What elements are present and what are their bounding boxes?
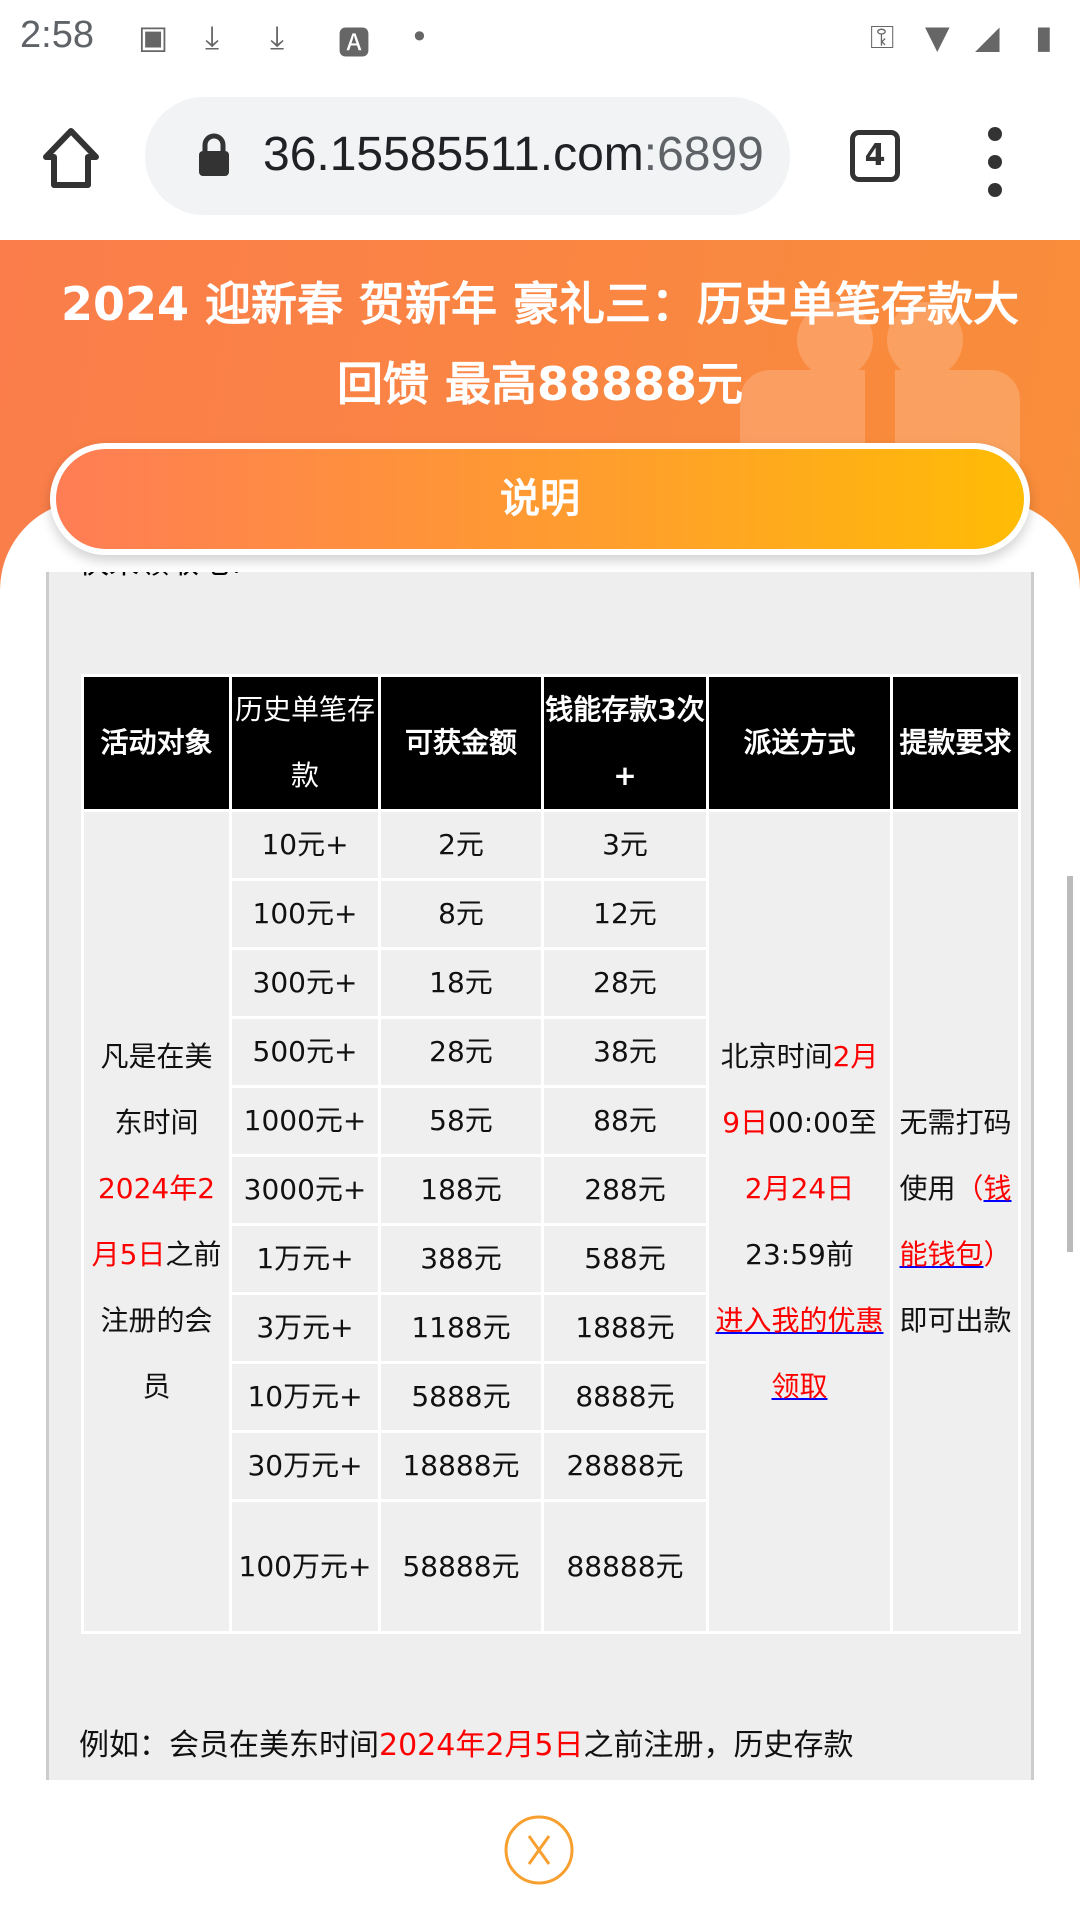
promo-title: 2024 迎新春 贺新年 豪礼三：历史单笔存款大回馈 最高88888元	[40, 264, 1040, 424]
cell-text: 北京时间	[721, 1040, 833, 1073]
download-icon: ⤓	[270, 18, 284, 57]
table-cell: 18元	[381, 950, 541, 1016]
description-button[interactable]: 说明	[50, 443, 1030, 555]
target-cell: 凡是在美东时间2024年2月5日之前注册的会员	[84, 812, 229, 1631]
table-cell: 8888元	[544, 1364, 706, 1430]
table-cell: 10万元+	[232, 1364, 378, 1430]
example-text: 例如：会员在美东时间2024年2月5日之前注册，历史存款	[79, 1720, 854, 1764]
table-cell: 3万元+	[232, 1295, 378, 1361]
table-cell: 188元	[381, 1157, 541, 1223]
header-target: 活动对象	[84, 677, 229, 809]
table-cell: 1000元+	[232, 1088, 378, 1154]
dot-icon: •	[410, 18, 429, 56]
url-host: 36.15585511.com	[263, 128, 644, 181]
home-icon[interactable]	[42, 127, 100, 189]
cell-text: （	[955, 1172, 983, 1205]
delivery-cell: 北京时间2月9日00:00至2月24日23:59前进入我的优惠领取	[709, 812, 890, 1631]
table-cell: 58元	[381, 1088, 541, 1154]
vpn-key-icon: ⚿	[870, 18, 894, 57]
table-cell: 5888元	[381, 1364, 541, 1430]
table-cell: 3元	[544, 812, 706, 878]
battery-charging-icon: ▮	[1035, 18, 1053, 56]
close-icon[interactable]	[503, 1814, 575, 1886]
table-cell: 1万元+	[232, 1226, 378, 1292]
bonus-table: 活动对象 历史单笔存款 可获金额 钱能存款3次+ 派送方式 提款要求 凡是在美东…	[81, 674, 1021, 1634]
table-cell: 8元	[381, 881, 541, 947]
table-cell: 2元	[381, 812, 541, 878]
table-cell: 28元	[381, 1019, 541, 1085]
table-cell: 100万元+	[232, 1502, 378, 1631]
cell-text: 00:00至	[768, 1106, 877, 1139]
table-cell: 12元	[544, 881, 706, 947]
example-part: 之前注册，历史存款	[584, 1728, 854, 1763]
browser-toolbar: 36.15585511.com:6899 4	[0, 85, 1080, 240]
example-part: 例如：会员在美东时间	[79, 1728, 379, 1763]
more-menu-icon[interactable]	[982, 127, 1008, 197]
table-header-row: 活动对象 历史单笔存款 可获金额 钱能存款3次+ 派送方式 提款要求	[84, 677, 1018, 809]
url-text[interactable]: 36.15585511.com:6899	[263, 127, 773, 182]
table-cell: 500元+	[232, 1019, 378, 1085]
address-bar[interactable]: 36.15585511.com:6899	[145, 97, 790, 215]
table-cell: 588元	[544, 1226, 706, 1292]
table-cell: 3000元+	[232, 1157, 378, 1223]
header-amount: 可获金额	[381, 677, 541, 809]
header-withdraw: 提款要求	[893, 677, 1018, 809]
lock-icon[interactable]	[197, 133, 231, 177]
status-bar: 2:58 ▣ ⤓ ⤓ 🅰 • ⚿ ▼ ◢ ▮	[0, 0, 1080, 85]
table-cell: 10元+	[232, 812, 378, 878]
signal-icon: ◢	[975, 18, 1000, 56]
table-cell: 88元	[544, 1088, 706, 1154]
tab-switcher-button[interactable]: 4	[850, 130, 900, 182]
rules-content: 快来领取吧！ 活动对象 历史单笔存款 可获金额 钱能存款3次+ 派送方式 提款要…	[46, 572, 1034, 1780]
font-icon: 🅰	[338, 18, 370, 64]
table-cell: 100元+	[232, 881, 378, 947]
table-row: 凡是在美东时间2024年2月5日之前注册的会员10元+2元3元北京时间2月9日0…	[84, 812, 1018, 878]
url-port: :6899	[644, 128, 764, 181]
cell-text: 2月24日	[745, 1172, 854, 1205]
cell-text: 即可出款	[899, 1304, 1011, 1337]
image-icon: ▣	[138, 18, 168, 56]
table-cell: 300元+	[232, 950, 378, 1016]
table-cell: 18888元	[381, 1433, 541, 1499]
wifi-icon: ▼	[925, 18, 950, 56]
table-cell: 58888元	[381, 1502, 541, 1631]
scrollbar[interactable]	[1067, 876, 1073, 1252]
withdraw-cell: 无需打码使用（钱能钱包）即可出款	[893, 812, 1018, 1631]
header-deposit: 历史单笔存款	[232, 677, 378, 809]
cell-text: ）	[984, 1238, 1012, 1271]
table-cell: 288元	[544, 1157, 706, 1223]
table-cell: 30万元+	[232, 1433, 378, 1499]
header-amount-3x: 钱能存款3次+	[544, 677, 706, 809]
table-cell: 38元	[544, 1019, 706, 1085]
table-cell: 1888元	[544, 1295, 706, 1361]
table-cell: 28888元	[544, 1433, 706, 1499]
header-delivery: 派送方式	[709, 677, 890, 809]
download-icon: ⤓	[205, 18, 219, 57]
claim-offer-link[interactable]: 进入我的优惠领取	[715, 1304, 883, 1403]
cell-text: 凡是在美东时间	[100, 1040, 212, 1139]
table-cell: 28元	[544, 950, 706, 1016]
table-cell: 88888元	[544, 1502, 706, 1631]
table-cell: 1188元	[381, 1295, 541, 1361]
clipped-text: 快来领取吧！	[79, 572, 259, 582]
table-cell: 388元	[381, 1226, 541, 1292]
example-date: 2024年2月5日	[379, 1728, 584, 1763]
clock: 2:58	[20, 14, 94, 57]
cell-text: 23:59前	[745, 1238, 854, 1271]
